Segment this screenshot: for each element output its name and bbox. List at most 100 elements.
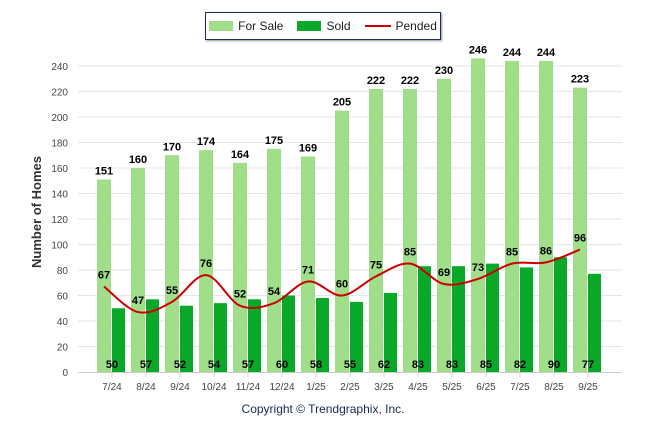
data-label-for-sale: 170	[163, 141, 181, 153]
y-tick-label: 220	[51, 88, 68, 99]
y-tick-label: 40	[57, 317, 69, 328]
bar-sold	[554, 257, 567, 372]
data-label-for-sale: 230	[435, 65, 453, 77]
legend-item-sold[interactable]: Sold	[297, 19, 351, 33]
y-tick-label: 20	[57, 343, 69, 354]
data-label-sold: 83	[446, 359, 458, 371]
x-tick-label: 12/24	[269, 382, 294, 393]
copyright: Copyright © Trendgraphix, Inc.	[241, 402, 405, 416]
bar-for-sale	[199, 150, 213, 372]
data-label-for-sale: 244	[503, 47, 522, 59]
data-label-for-sale: 244	[537, 47, 556, 59]
y-tick-label: 80	[57, 266, 69, 277]
bar-sold	[384, 292, 397, 372]
legend-item-pended[interactable]: Pended	[364, 19, 437, 33]
data-label-pended: 86	[540, 245, 552, 257]
bar-for-sale	[539, 60, 553, 373]
data-label-sold: 62	[378, 359, 390, 371]
data-label-for-sale: 151	[95, 165, 113, 177]
data-label-for-sale: 222	[401, 75, 419, 87]
data-label-pended: 54	[268, 286, 281, 298]
bar-sold	[146, 299, 159, 372]
bar-for-sale	[97, 179, 111, 372]
bar-sold	[180, 305, 193, 372]
bar-sold	[316, 298, 329, 372]
bar-for-sale	[131, 168, 145, 372]
x-tick-label: 7/24	[102, 382, 122, 393]
bar-for-sale	[403, 88, 417, 372]
data-label-for-sale: 175	[265, 135, 283, 147]
data-label-sold: 90	[548, 359, 560, 371]
x-tick-label: 4/25	[408, 382, 428, 393]
bar-for-sale	[437, 78, 451, 372]
bar-for-sale	[165, 155, 179, 372]
bar-for-sale	[301, 156, 315, 372]
data-label-sold: 60	[276, 359, 288, 371]
data-label-pended: 47	[132, 295, 144, 307]
bar-sold	[350, 301, 363, 372]
data-label-for-sale: 205	[333, 97, 351, 109]
x-tick-label: 2/25	[340, 382, 360, 393]
data-label-pended: 55	[166, 285, 178, 297]
x-tick-label: 9/24	[170, 382, 190, 393]
x-tick-label: 1/25	[306, 382, 326, 393]
data-label-pended: 71	[302, 264, 314, 276]
y-tick-label: 100	[51, 241, 68, 252]
data-label-sold: 54	[208, 359, 221, 371]
data-label-pended: 76	[200, 258, 212, 270]
legend-item-for-sale[interactable]: For Sale	[209, 19, 283, 33]
data-label-pended: 85	[506, 247, 518, 259]
data-label-sold: 83	[412, 359, 424, 371]
data-label-for-sale: 222	[367, 75, 385, 87]
bar-sold	[282, 295, 295, 372]
legend-label: For Sale	[238, 19, 284, 33]
bar-for-sale	[573, 87, 587, 373]
legend-line-pended	[364, 25, 391, 27]
data-label-sold: 57	[140, 359, 152, 371]
bar-for-sale	[267, 148, 281, 372]
bar-sold	[248, 299, 261, 372]
x-tick-label: 7/25	[510, 382, 530, 393]
data-label-sold: 55	[344, 359, 356, 371]
data-label-for-sale: 160	[129, 154, 147, 166]
y-tick-label: 200	[51, 113, 68, 124]
data-label-sold: 58	[310, 359, 322, 371]
x-tick-label: 3/25	[374, 382, 394, 393]
data-label-pended: 69	[438, 267, 450, 279]
data-label-pended: 85	[404, 247, 416, 259]
data-label-sold: 52	[174, 359, 186, 371]
bar-for-sale	[369, 88, 383, 372]
data-label-sold: 77	[582, 359, 594, 371]
data-label-pended: 60	[336, 279, 348, 291]
data-label-for-sale: 174	[197, 136, 216, 148]
data-label-sold: 50	[106, 359, 118, 371]
y-tick-label: 160	[51, 164, 68, 175]
y-axis-label: Number of Homes	[29, 156, 44, 268]
x-tick-label: 9/25	[578, 382, 598, 393]
data-label-sold: 85	[480, 359, 492, 371]
legend-label: Sold	[326, 19, 351, 33]
legend-swatch-sold	[297, 21, 322, 31]
bar-for-sale	[505, 60, 519, 373]
data-label-pended: 52	[234, 289, 246, 301]
bar-for-sale	[335, 110, 349, 372]
bar-sold	[520, 267, 533, 372]
data-label-for-sale: 246	[469, 44, 487, 56]
bar-sold	[214, 303, 227, 372]
bar-for-sale	[233, 162, 247, 372]
x-tick-label: 8/24	[136, 382, 156, 393]
bar-sold	[418, 266, 431, 372]
y-tick-label: 120	[51, 215, 68, 226]
x-tick-label: 8/25	[544, 382, 564, 393]
data-label-pended: 75	[370, 259, 382, 271]
bar-for-sale	[471, 58, 485, 372]
legend-label: Pended	[395, 19, 437, 33]
bar-sold	[112, 308, 125, 372]
legend-swatch-for-sale	[209, 21, 234, 31]
y-tick-label: 140	[51, 190, 68, 201]
legend: For Sale Sold Pended	[205, 12, 441, 40]
x-tick-label: 6/25	[476, 382, 496, 393]
line-pended	[103, 248, 581, 314]
